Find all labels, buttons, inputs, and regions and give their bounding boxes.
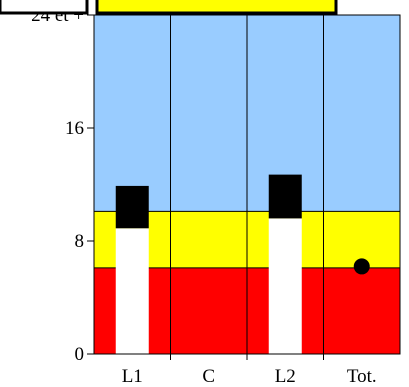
bar-lower-L2	[268, 218, 302, 354]
y-tick-label-0: 0	[75, 344, 85, 365]
frame-rect	[93, 14, 401, 355]
legend-box-left	[0, 0, 89, 15]
bar-upper-L1	[115, 185, 149, 229]
x-axis: L1 C L2 Tot.	[122, 366, 377, 387]
plot-frame	[93, 14, 401, 355]
legend-box-right	[95, 0, 338, 15]
y-tick-label-2: 16	[65, 118, 84, 139]
x-tick-label-2: L2	[275, 366, 296, 387]
bars	[115, 174, 302, 354]
y-tick-label-1: 8	[75, 231, 85, 252]
legend-box	[0, 0, 338, 15]
x-tick-label-1: C	[202, 366, 215, 387]
x-tick-label-3: Tot.	[347, 366, 377, 387]
bar-lower-L1	[115, 228, 149, 354]
point-Tot.	[353, 258, 370, 275]
bar-upper-L2	[268, 174, 302, 219]
points	[353, 258, 370, 275]
x-tick-label-0: L1	[122, 366, 143, 387]
